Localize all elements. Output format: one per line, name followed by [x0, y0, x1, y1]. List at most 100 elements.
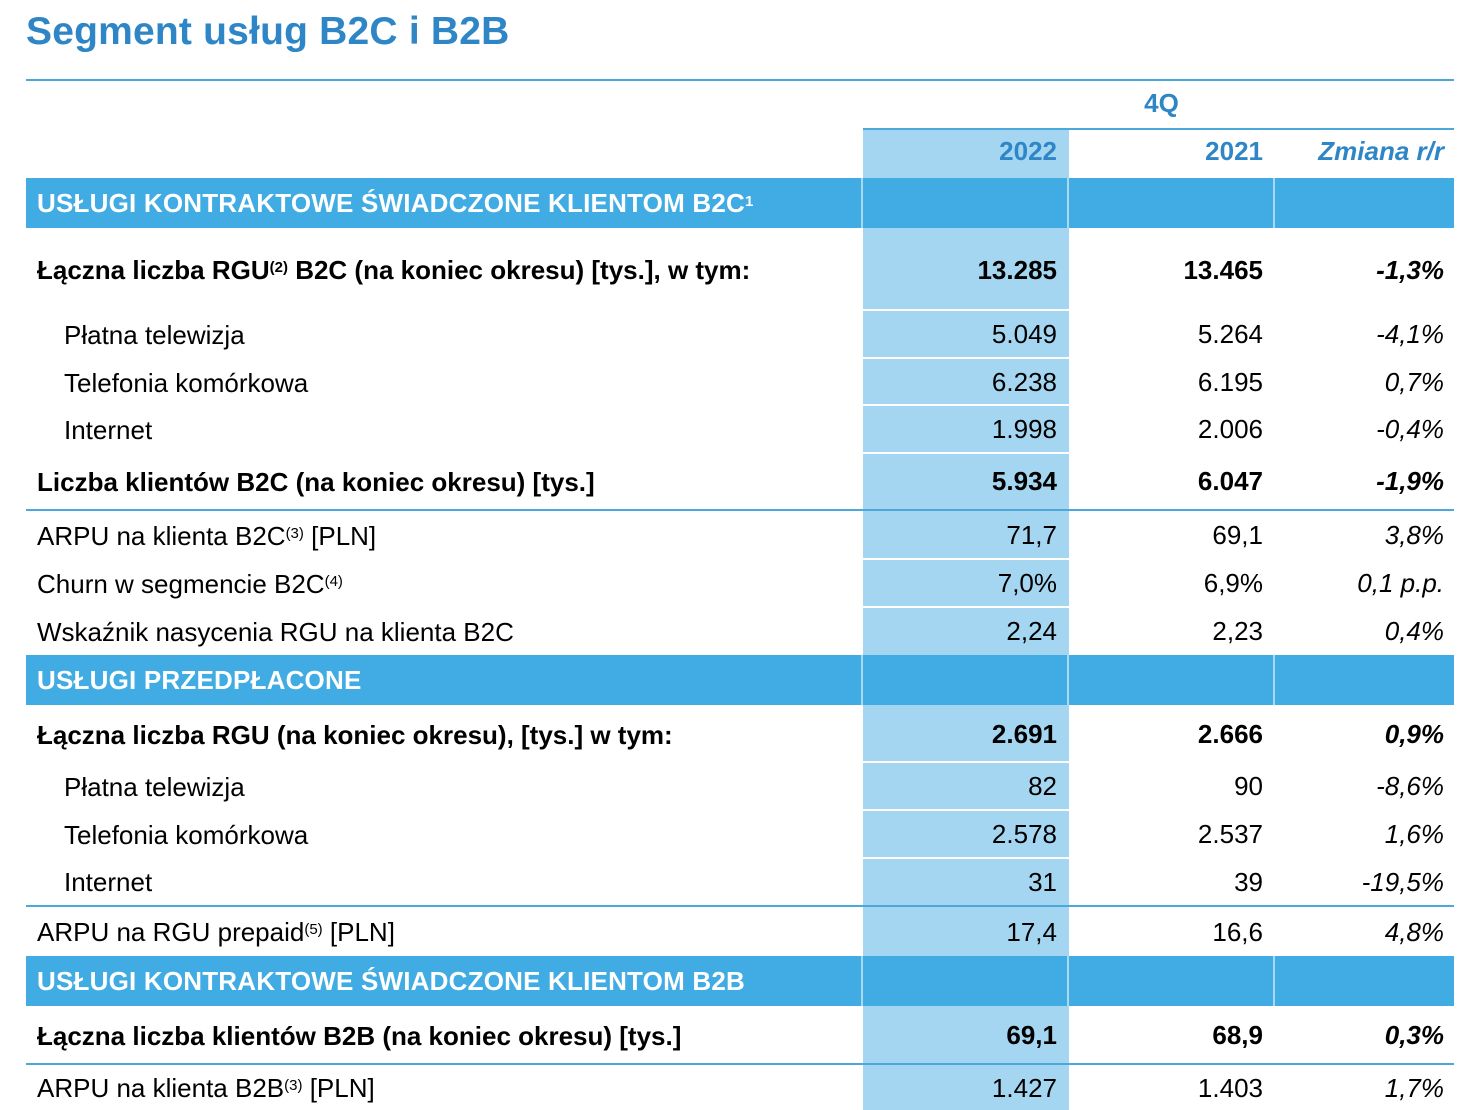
row-label: ARPU na RGU prepaid(5) [PLN]	[37, 917, 395, 947]
value-2021: 39	[1234, 866, 1263, 897]
row-label: ARPU na klienta B2B(3) [PLN]	[37, 1073, 375, 1103]
value-2021: 6.195	[1197, 367, 1263, 397]
row-divider	[26, 509, 1454, 511]
table-row: Łączna liczba RGU(2) B2C (na koniec okre…	[26, 230, 1454, 310]
period-header-divider	[863, 128, 1454, 130]
table-row: ARPU na RGU prepaid(5) [PLN] 17,4 16,6 4…	[26, 908, 1454, 956]
value-change: 3,8%	[1384, 520, 1444, 550]
column-separator	[1273, 956, 1275, 1006]
value-change: 0,3%	[1384, 1020, 1444, 1050]
row-label: Płatna telewizja	[64, 319, 245, 350]
table-row: Wskaźnik nasycenia RGU na klienta B2C 2,…	[26, 608, 1454, 655]
value-2022: 31	[1028, 866, 1057, 897]
table-row: Łączna liczba klientów B2B (na koniec ok…	[26, 1008, 1454, 1063]
section-header-b2c: USŁUGI KONTRAKTOWE ŚWIADCZONE KLIENTOM B…	[26, 178, 1454, 228]
value-2021: 2.537	[1197, 819, 1263, 849]
value-2022: 5.049	[991, 319, 1057, 349]
value-2021: 2.666	[1197, 719, 1263, 749]
row-label: Płatna telewizja	[64, 771, 245, 802]
table-row: Internet 1.998 2.006 -0,4%	[26, 406, 1454, 453]
value-2022: 6.238	[991, 367, 1057, 397]
value-change: -1,9%	[1376, 466, 1444, 496]
value-change: 0,7%	[1384, 367, 1444, 397]
column-separator	[861, 956, 863, 1006]
row-label: Internet	[64, 414, 153, 445]
section-header-b2b: USŁUGI KONTRAKTOWE ŚWIADCZONE KLIENTOM B…	[26, 956, 1454, 1006]
value-2022: 5.934	[991, 466, 1057, 496]
row-divider	[26, 905, 1454, 907]
row-label: Łączna liczba klientów B2B (na koniec ok…	[37, 1020, 682, 1051]
table-row: Telefonia komórkowa 6.238 6.195 0,7%	[26, 359, 1454, 406]
value-2021: 2.006	[1197, 414, 1263, 444]
row-label: Telefonia komórkowa	[64, 367, 309, 398]
section-title: USŁUGI PRZEDPŁACONE	[37, 664, 362, 695]
page-title: Segment usług B2C i B2B	[26, 10, 510, 53]
table-row: Internet 31 39 -19,5%	[26, 859, 1454, 905]
value-2021: 90	[1234, 771, 1263, 801]
value-2022: 1.427	[991, 1072, 1057, 1103]
value-change: 1,6%	[1384, 819, 1444, 849]
value-2022: 2,24	[1006, 616, 1057, 646]
table-row: Łączna liczba RGU (na koniec okresu), [t…	[26, 707, 1454, 762]
value-change: -0,4%	[1376, 414, 1444, 444]
value-2022: 69,1	[1006, 1020, 1057, 1050]
value-2022: 13.285	[977, 254, 1057, 285]
value-2021: 6,9%	[1203, 568, 1263, 598]
column-separator	[1273, 178, 1275, 228]
row-label: Wskaźnik nasycenia RGU na klienta B2C	[37, 616, 514, 647]
table-row: Telefonia komórkowa 2.578 2.537 1,6%	[26, 811, 1454, 858]
section-title: USŁUGI KONTRAKTOWE ŚWIADCZONE KLIENTOM B…	[37, 187, 745, 218]
row-label: Churn w segmencie B2C(4)	[37, 568, 343, 599]
row-label: ARPU na klienta B2C(3) [PLN]	[37, 520, 377, 551]
value-2021: 68,9	[1212, 1020, 1263, 1050]
table-row: Płatna telewizja 82 90 -8,6%	[26, 763, 1454, 810]
column-separator	[1067, 956, 1069, 1006]
value-2022: 82	[1028, 771, 1057, 801]
value-2021: 5.264	[1197, 319, 1263, 349]
value-2022: 2.691	[991, 719, 1057, 749]
table-row: Liczba klientów B2C (na koniec okresu) […	[26, 454, 1454, 509]
column-2022-highlight	[863, 129, 1069, 1110]
row-divider	[26, 1063, 1454, 1065]
value-change: -19,5%	[1361, 866, 1444, 897]
title-divider	[26, 79, 1454, 81]
column-separator	[861, 178, 863, 228]
value-2022: 1.998	[991, 414, 1057, 444]
value-2022: 2.578	[991, 819, 1057, 849]
column-separator	[1067, 655, 1069, 705]
period-header: 4Q	[1144, 88, 1179, 118]
value-change: 0,1 p.p.	[1357, 568, 1444, 598]
section-title: USŁUGI KONTRAKTOWE ŚWIADCZONE KLIENTOM B…	[37, 965, 745, 996]
column-separator	[1273, 655, 1275, 705]
value-2021: 1.403	[1197, 1072, 1263, 1103]
value-change: 0,4%	[1384, 616, 1444, 646]
row-label: Łączna liczba RGU(2) B2C (na koniec okre…	[37, 255, 751, 285]
value-change: 0,9%	[1384, 719, 1444, 749]
column-header-2021: 2021	[1205, 136, 1263, 166]
row-label: Łączna liczba RGU (na koniec okresu), [t…	[37, 719, 673, 750]
value-2021: 2,23	[1212, 616, 1263, 646]
section-header-prepaid: USŁUGI PRZEDPŁACONE	[26, 655, 1454, 705]
value-2021: 13.465	[1183, 254, 1263, 285]
value-change: 1,7%	[1384, 1072, 1444, 1103]
value-2021: 16,6	[1212, 916, 1263, 947]
value-change: 4,8%	[1384, 916, 1444, 947]
table-row: ARPU na klienta B2B(3) [PLN] 1.427 1.403…	[26, 1066, 1454, 1110]
value-2022: 7,0%	[997, 568, 1057, 598]
row-label: Telefonia komórkowa	[64, 819, 309, 850]
column-header-change: Zmiana r/r	[1318, 136, 1444, 166]
value-change: -8,6%	[1376, 771, 1444, 801]
value-change: -4,1%	[1376, 319, 1444, 349]
column-separator	[1067, 178, 1069, 228]
footnote-marker: 1	[745, 192, 754, 210]
value-2022: 17,4	[1006, 916, 1057, 947]
column-separator	[861, 655, 863, 705]
value-2022: 71,7	[1006, 520, 1057, 550]
table-row: ARPU na klienta B2C(3) [PLN] 71,7 69,1 3…	[26, 512, 1454, 559]
value-2021: 69,1	[1212, 520, 1263, 550]
column-header-2022: 2022	[999, 136, 1057, 166]
row-label: Internet	[64, 867, 153, 897]
row-label: Liczba klientów B2C (na koniec okresu) […	[37, 466, 595, 497]
value-change: -1,3%	[1376, 254, 1444, 285]
table-row: Churn w segmencie B2C(4) 7,0% 6,9% 0,1 p…	[26, 560, 1454, 607]
